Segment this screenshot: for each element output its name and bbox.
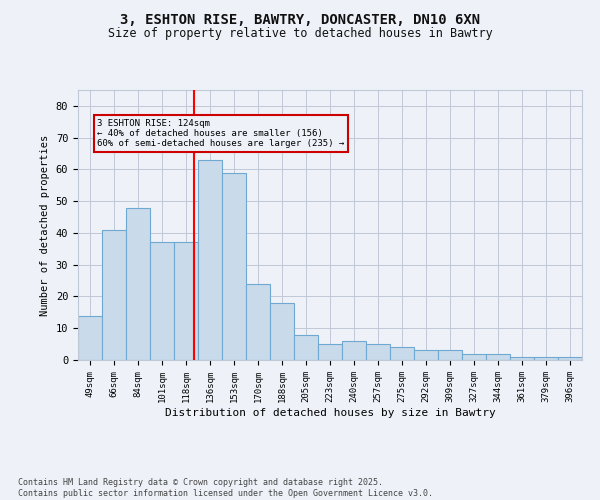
Bar xyxy=(174,242,198,360)
Bar xyxy=(558,357,582,360)
Bar xyxy=(534,357,558,360)
Text: 3, ESHTON RISE, BAWTRY, DONCASTER, DN10 6XN: 3, ESHTON RISE, BAWTRY, DONCASTER, DN10 … xyxy=(120,12,480,26)
Bar xyxy=(390,348,414,360)
Text: Size of property relative to detached houses in Bawtry: Size of property relative to detached ho… xyxy=(107,28,493,40)
X-axis label: Distribution of detached houses by size in Bawtry: Distribution of detached houses by size … xyxy=(164,408,496,418)
Bar xyxy=(342,341,366,360)
Bar xyxy=(198,160,222,360)
Text: Contains HM Land Registry data © Crown copyright and database right 2025.
Contai: Contains HM Land Registry data © Crown c… xyxy=(18,478,433,498)
Bar xyxy=(414,350,438,360)
Y-axis label: Number of detached properties: Number of detached properties xyxy=(40,134,50,316)
Bar xyxy=(486,354,510,360)
Bar xyxy=(462,354,486,360)
Bar xyxy=(222,172,246,360)
Bar xyxy=(270,303,294,360)
Bar xyxy=(126,208,150,360)
Bar xyxy=(246,284,270,360)
Bar xyxy=(366,344,390,360)
Bar xyxy=(78,316,102,360)
Text: 3 ESHTON RISE: 124sqm
← 40% of detached houses are smaller (156)
60% of semi-det: 3 ESHTON RISE: 124sqm ← 40% of detached … xyxy=(97,118,344,148)
Bar xyxy=(102,230,126,360)
Bar xyxy=(318,344,342,360)
Bar xyxy=(150,242,174,360)
Bar xyxy=(438,350,462,360)
Bar xyxy=(294,334,318,360)
Bar xyxy=(510,357,534,360)
